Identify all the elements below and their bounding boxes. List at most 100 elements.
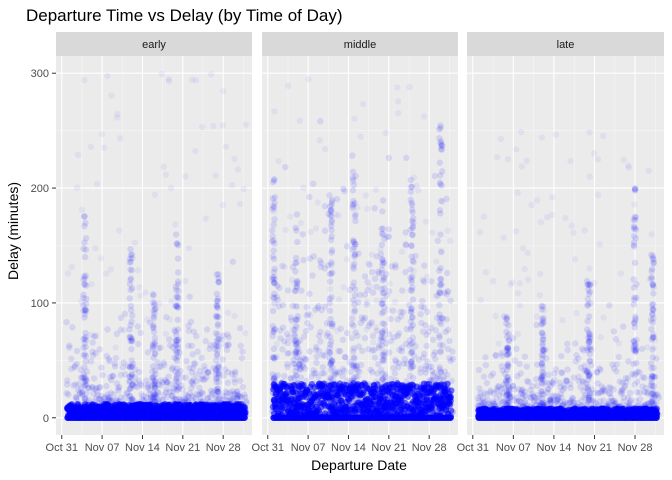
data-point <box>292 371 300 379</box>
data-point <box>279 301 287 309</box>
data-point <box>222 396 229 404</box>
facet-strip-label: early <box>142 39 166 51</box>
data-point <box>350 236 357 244</box>
data-point <box>305 412 312 419</box>
data-point <box>422 322 429 329</box>
data-point <box>312 395 319 403</box>
data-point <box>274 282 281 289</box>
data-point <box>319 363 327 371</box>
data-point <box>409 223 417 230</box>
data-point <box>441 385 449 392</box>
data-point <box>145 413 152 420</box>
data-point <box>434 392 442 400</box>
data-point <box>374 370 381 377</box>
data-point <box>327 278 334 285</box>
data-point <box>182 395 189 403</box>
data-point <box>211 341 218 349</box>
data-point <box>210 404 218 411</box>
data-point <box>181 410 188 417</box>
data-point <box>385 154 393 162</box>
data-point <box>177 401 184 408</box>
data-point <box>351 286 359 293</box>
data-point <box>163 378 170 385</box>
data-point <box>129 407 137 414</box>
data-point <box>323 389 330 396</box>
data-point <box>279 396 286 404</box>
data-point <box>350 348 357 355</box>
data-point <box>392 264 399 271</box>
data-point <box>364 279 371 286</box>
data-point <box>339 372 346 380</box>
data-point <box>312 404 319 411</box>
data-point <box>419 328 427 335</box>
data-point <box>231 379 239 386</box>
data-point <box>438 409 445 416</box>
data-point <box>213 341 220 348</box>
facet-strip-label: late <box>557 39 575 51</box>
data-point <box>103 352 111 360</box>
data-point <box>398 404 406 412</box>
data-point <box>372 397 380 405</box>
data-point <box>340 388 347 395</box>
data-point <box>302 355 309 363</box>
data-point <box>181 397 188 405</box>
data-point <box>444 326 452 333</box>
data-point <box>78 410 86 417</box>
data-point <box>278 384 285 392</box>
data-point <box>350 279 358 286</box>
data-point <box>415 398 423 406</box>
data-point <box>342 407 349 415</box>
data-point <box>436 332 443 339</box>
data-point <box>142 402 149 409</box>
data-point <box>214 385 222 392</box>
data-point <box>348 392 356 400</box>
data-point <box>127 307 135 314</box>
data-point <box>321 303 329 310</box>
data-point <box>379 261 386 269</box>
data-point <box>367 409 374 417</box>
data-point <box>409 183 416 191</box>
data-point <box>340 367 348 375</box>
data-point <box>350 377 357 384</box>
data-point <box>407 318 414 325</box>
data-point <box>332 380 339 387</box>
data-point <box>379 300 387 307</box>
data-point <box>185 322 192 329</box>
data-point <box>194 348 201 355</box>
data-point <box>81 311 88 318</box>
data-point <box>422 362 430 370</box>
data-point <box>284 287 292 294</box>
data-point <box>328 259 335 266</box>
data-point <box>87 410 95 418</box>
data-point <box>190 413 198 421</box>
data-point <box>218 414 225 421</box>
data-point <box>433 403 440 410</box>
data-point <box>437 276 445 283</box>
data-point <box>271 400 278 408</box>
data-point <box>136 377 143 385</box>
data-point <box>109 397 116 404</box>
data-point <box>122 410 130 417</box>
data-point <box>172 396 180 403</box>
data-point <box>351 412 359 419</box>
data-point <box>218 396 225 404</box>
data-point <box>351 402 359 409</box>
data-point <box>210 402 218 409</box>
data-point <box>388 412 395 420</box>
data-point <box>107 389 114 397</box>
data-point <box>66 401 74 408</box>
data-point <box>113 405 120 412</box>
data-point <box>395 330 403 337</box>
data-point <box>140 413 147 420</box>
data-point <box>307 402 315 410</box>
data-point <box>408 242 415 250</box>
data-point <box>95 404 103 411</box>
data-point <box>387 315 394 323</box>
data-point <box>436 159 444 166</box>
data-point <box>372 186 380 193</box>
data-point <box>139 407 147 414</box>
data-point <box>150 373 158 381</box>
data-point <box>409 374 417 382</box>
data-point <box>148 374 156 382</box>
data-point <box>415 187 422 194</box>
